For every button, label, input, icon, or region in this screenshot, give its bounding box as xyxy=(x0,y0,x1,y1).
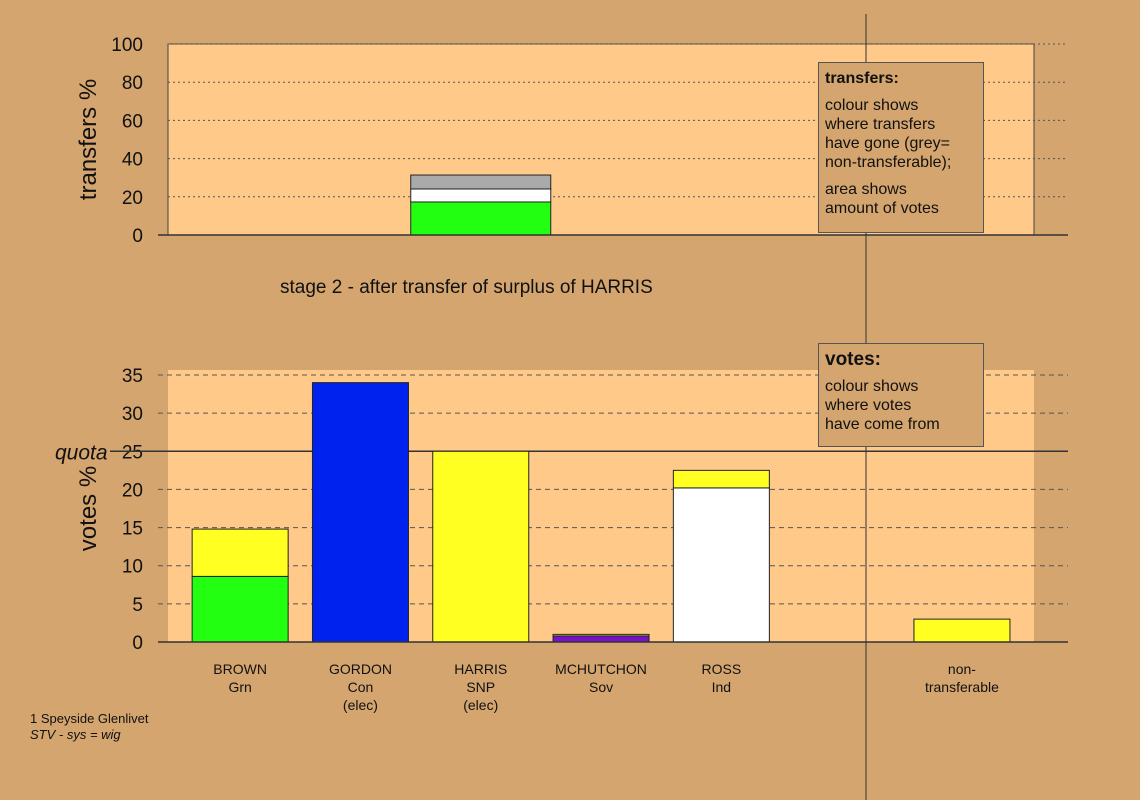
y-tick-label: 10 xyxy=(122,557,143,578)
bar-segment xyxy=(191,575,289,643)
bar-segment xyxy=(311,382,409,643)
y-tick-label: 60 xyxy=(122,111,143,132)
y-axis-label: transfers % xyxy=(75,79,102,200)
stage-title: stage 2 - after transfer of surplus of H… xyxy=(280,277,653,298)
bar-segment xyxy=(432,450,530,643)
x-tick-label: ROSS Ind xyxy=(701,661,742,695)
y-tick-label: 30 xyxy=(122,404,143,425)
bar-segment xyxy=(672,469,770,489)
y-tick-label: 5 xyxy=(132,595,143,616)
y-tick-label: 40 xyxy=(122,150,143,171)
bar-segment xyxy=(410,188,552,203)
x-tick-label: HARRIS SNP (elec) xyxy=(454,661,508,713)
y-tick-label: 15 xyxy=(122,519,143,540)
legend-box: votes: colour shows where votes have come… xyxy=(818,343,984,447)
y-tick-label: 0 xyxy=(132,633,143,654)
bar-segment xyxy=(672,487,770,643)
y-tick-label: 35 xyxy=(122,366,143,387)
y-tick-label: 20 xyxy=(122,188,143,209)
bar-segment xyxy=(191,528,289,577)
y-tick-label: 20 xyxy=(122,480,143,501)
bar-segment xyxy=(913,618,1011,643)
bar-segment xyxy=(410,174,552,190)
legend-text: colour shows where votes have come from xyxy=(825,378,940,433)
bar-segment xyxy=(410,201,552,236)
footer-line: 1 Speyside Glenlivet xyxy=(30,711,149,726)
x-tick-label: GORDON Con (elec) xyxy=(328,661,392,713)
legend-title: transfers: xyxy=(825,70,899,87)
legend-text: area shows amount of votes xyxy=(825,181,939,217)
bar-segment xyxy=(552,633,650,637)
x-tick-label: non- transferable xyxy=(924,661,999,695)
y-tick-label: 0 xyxy=(132,226,143,247)
y-tick-label: 25 xyxy=(122,442,143,463)
y-tick-label: 100 xyxy=(111,35,143,56)
y-axis-label: votes % xyxy=(75,466,102,551)
x-tick-label: MCHUTCHON Sov xyxy=(555,661,647,695)
quota-label: quota xyxy=(55,441,108,464)
bar-segment xyxy=(552,635,650,643)
legend-box: transfers: colour shows where transfers h… xyxy=(818,62,984,233)
y-tick-label: 80 xyxy=(122,73,143,94)
legend-text: colour shows where transfers have gone (… xyxy=(825,97,952,171)
footer-line: STV - sys = wig xyxy=(30,727,121,742)
x-tick-label: BROWN Grn xyxy=(213,661,267,695)
legend-title: votes: xyxy=(825,349,881,370)
